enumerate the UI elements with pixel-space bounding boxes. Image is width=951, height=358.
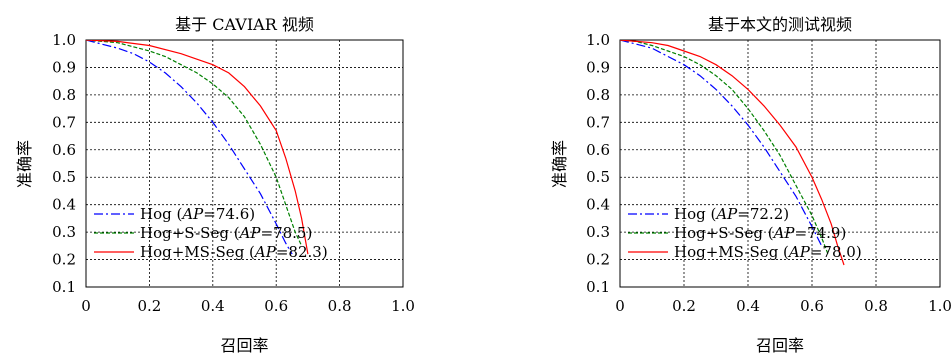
chart-title: 基于 CAVIAR 视频 xyxy=(175,15,314,34)
legend: Hog (AP=72.2)Hog+S-Seg (AP=74.9)Hog+MS-S… xyxy=(628,205,862,261)
legend-label-0: Hog (AP=72.2) xyxy=(674,205,789,223)
y-tick-label: 0.1 xyxy=(586,278,610,296)
x-tick-label: 1.0 xyxy=(391,297,415,315)
y-tick-label: 1.0 xyxy=(586,31,610,49)
x-tick-label: 1.0 xyxy=(928,297,951,315)
x-tick-label: 0.8 xyxy=(328,297,352,315)
series-line-2 xyxy=(620,40,845,266)
plot-frame xyxy=(619,39,941,288)
y-tick-label: 0.8 xyxy=(586,86,610,104)
y-axis-ticks: 0.1 0.2 0.3 0.4 0.5 0.6 0.7 0.8 0.9 1.0 xyxy=(52,31,76,296)
x-tick-label: 0.8 xyxy=(864,297,888,315)
y-tick-label: 0.6 xyxy=(586,141,610,159)
x-tick-label: 0 xyxy=(615,297,625,315)
y-axis-label: 准确率 xyxy=(550,140,569,188)
y-tick-label: 0.9 xyxy=(586,58,610,76)
y-tick-label: 0.3 xyxy=(586,223,610,241)
legend-label-1: Hog+S-Seg (AP=74.9) xyxy=(674,224,846,242)
series-line-0 xyxy=(86,40,293,255)
x-tick-label: 0.2 xyxy=(137,297,161,315)
plot-frame xyxy=(85,39,404,288)
series-layer xyxy=(620,40,845,266)
series-line-2 xyxy=(86,40,309,255)
y-tick-label: 0.9 xyxy=(52,58,76,76)
legend-label-2: Hog+MS-Seg (AP=82.3) xyxy=(140,243,328,261)
x-tick-label: 0.4 xyxy=(201,297,225,315)
legend: Hog (AP=74.6)Hog+S-Seg (AP=78.5)Hog+MS-S… xyxy=(94,205,328,261)
legend-label-0: Hog (AP=74.6) xyxy=(140,205,255,223)
y-axis-label: 准确率 xyxy=(15,140,34,188)
series-line-1 xyxy=(86,40,303,247)
grid xyxy=(620,40,940,287)
chart-title: 基于本文的测试视频 xyxy=(708,15,852,34)
x-tick-label: 0.4 xyxy=(736,297,760,315)
chart-test-video: 基于本文的测试视频 0 0.2 0.4 0.6 0.8 1.0 0.10.20.30.40… xyxy=(550,15,951,355)
x-tick-label: 0.6 xyxy=(264,297,288,315)
x-tick-label: 0.6 xyxy=(800,297,824,315)
y-tick-label: 0.5 xyxy=(586,168,610,186)
y-tick-label: 0.7 xyxy=(52,113,76,131)
grid xyxy=(86,40,403,287)
y-tick-label: 0.5 xyxy=(52,168,76,186)
x-axis-ticks: 0 0.2 0.4 0.6 0.8 1.0 xyxy=(615,297,951,315)
y-tick-label: 0.4 xyxy=(52,196,76,214)
y-tick-label: 0.2 xyxy=(586,251,610,269)
y-tick-label: 0.1 xyxy=(52,278,76,296)
series-line-0 xyxy=(620,40,823,247)
legend-label-1: Hog+S-Seg (AP=78.5) xyxy=(140,224,312,242)
series-layer xyxy=(86,40,309,255)
y-tick-label: 0.8 xyxy=(52,86,76,104)
chart-caviar: 基于 CAVIAR 视频 0 0.2 0.4 0.6 0.8 1.0 0.10.20.30… xyxy=(15,15,415,355)
y-tick-label: 0.6 xyxy=(52,141,76,159)
x-tick-label: 0 xyxy=(81,297,91,315)
y-tick-label: 0.2 xyxy=(52,251,76,269)
x-axis-label: 召回率 xyxy=(756,336,804,355)
y-axis-ticks: 0.1 0.2 0.3 0.4 0.5 0.6 0.7 0.8 0.9 1.0 xyxy=(586,31,610,296)
legend-label-2: Hog+MS-Seg (AP=78.0) xyxy=(674,243,862,261)
y-tick-label: 0.4 xyxy=(586,196,610,214)
x-axis-ticks: 0 0.2 0.4 0.6 0.8 1.0 xyxy=(81,297,415,315)
series-line-1 xyxy=(620,40,829,255)
y-tick-label: 0.3 xyxy=(52,223,76,241)
y-tick-label: 0.7 xyxy=(586,113,610,131)
y-tick-label: 1.0 xyxy=(52,31,76,49)
x-axis-label: 召回率 xyxy=(220,336,268,355)
x-tick-label: 0.2 xyxy=(672,297,696,315)
